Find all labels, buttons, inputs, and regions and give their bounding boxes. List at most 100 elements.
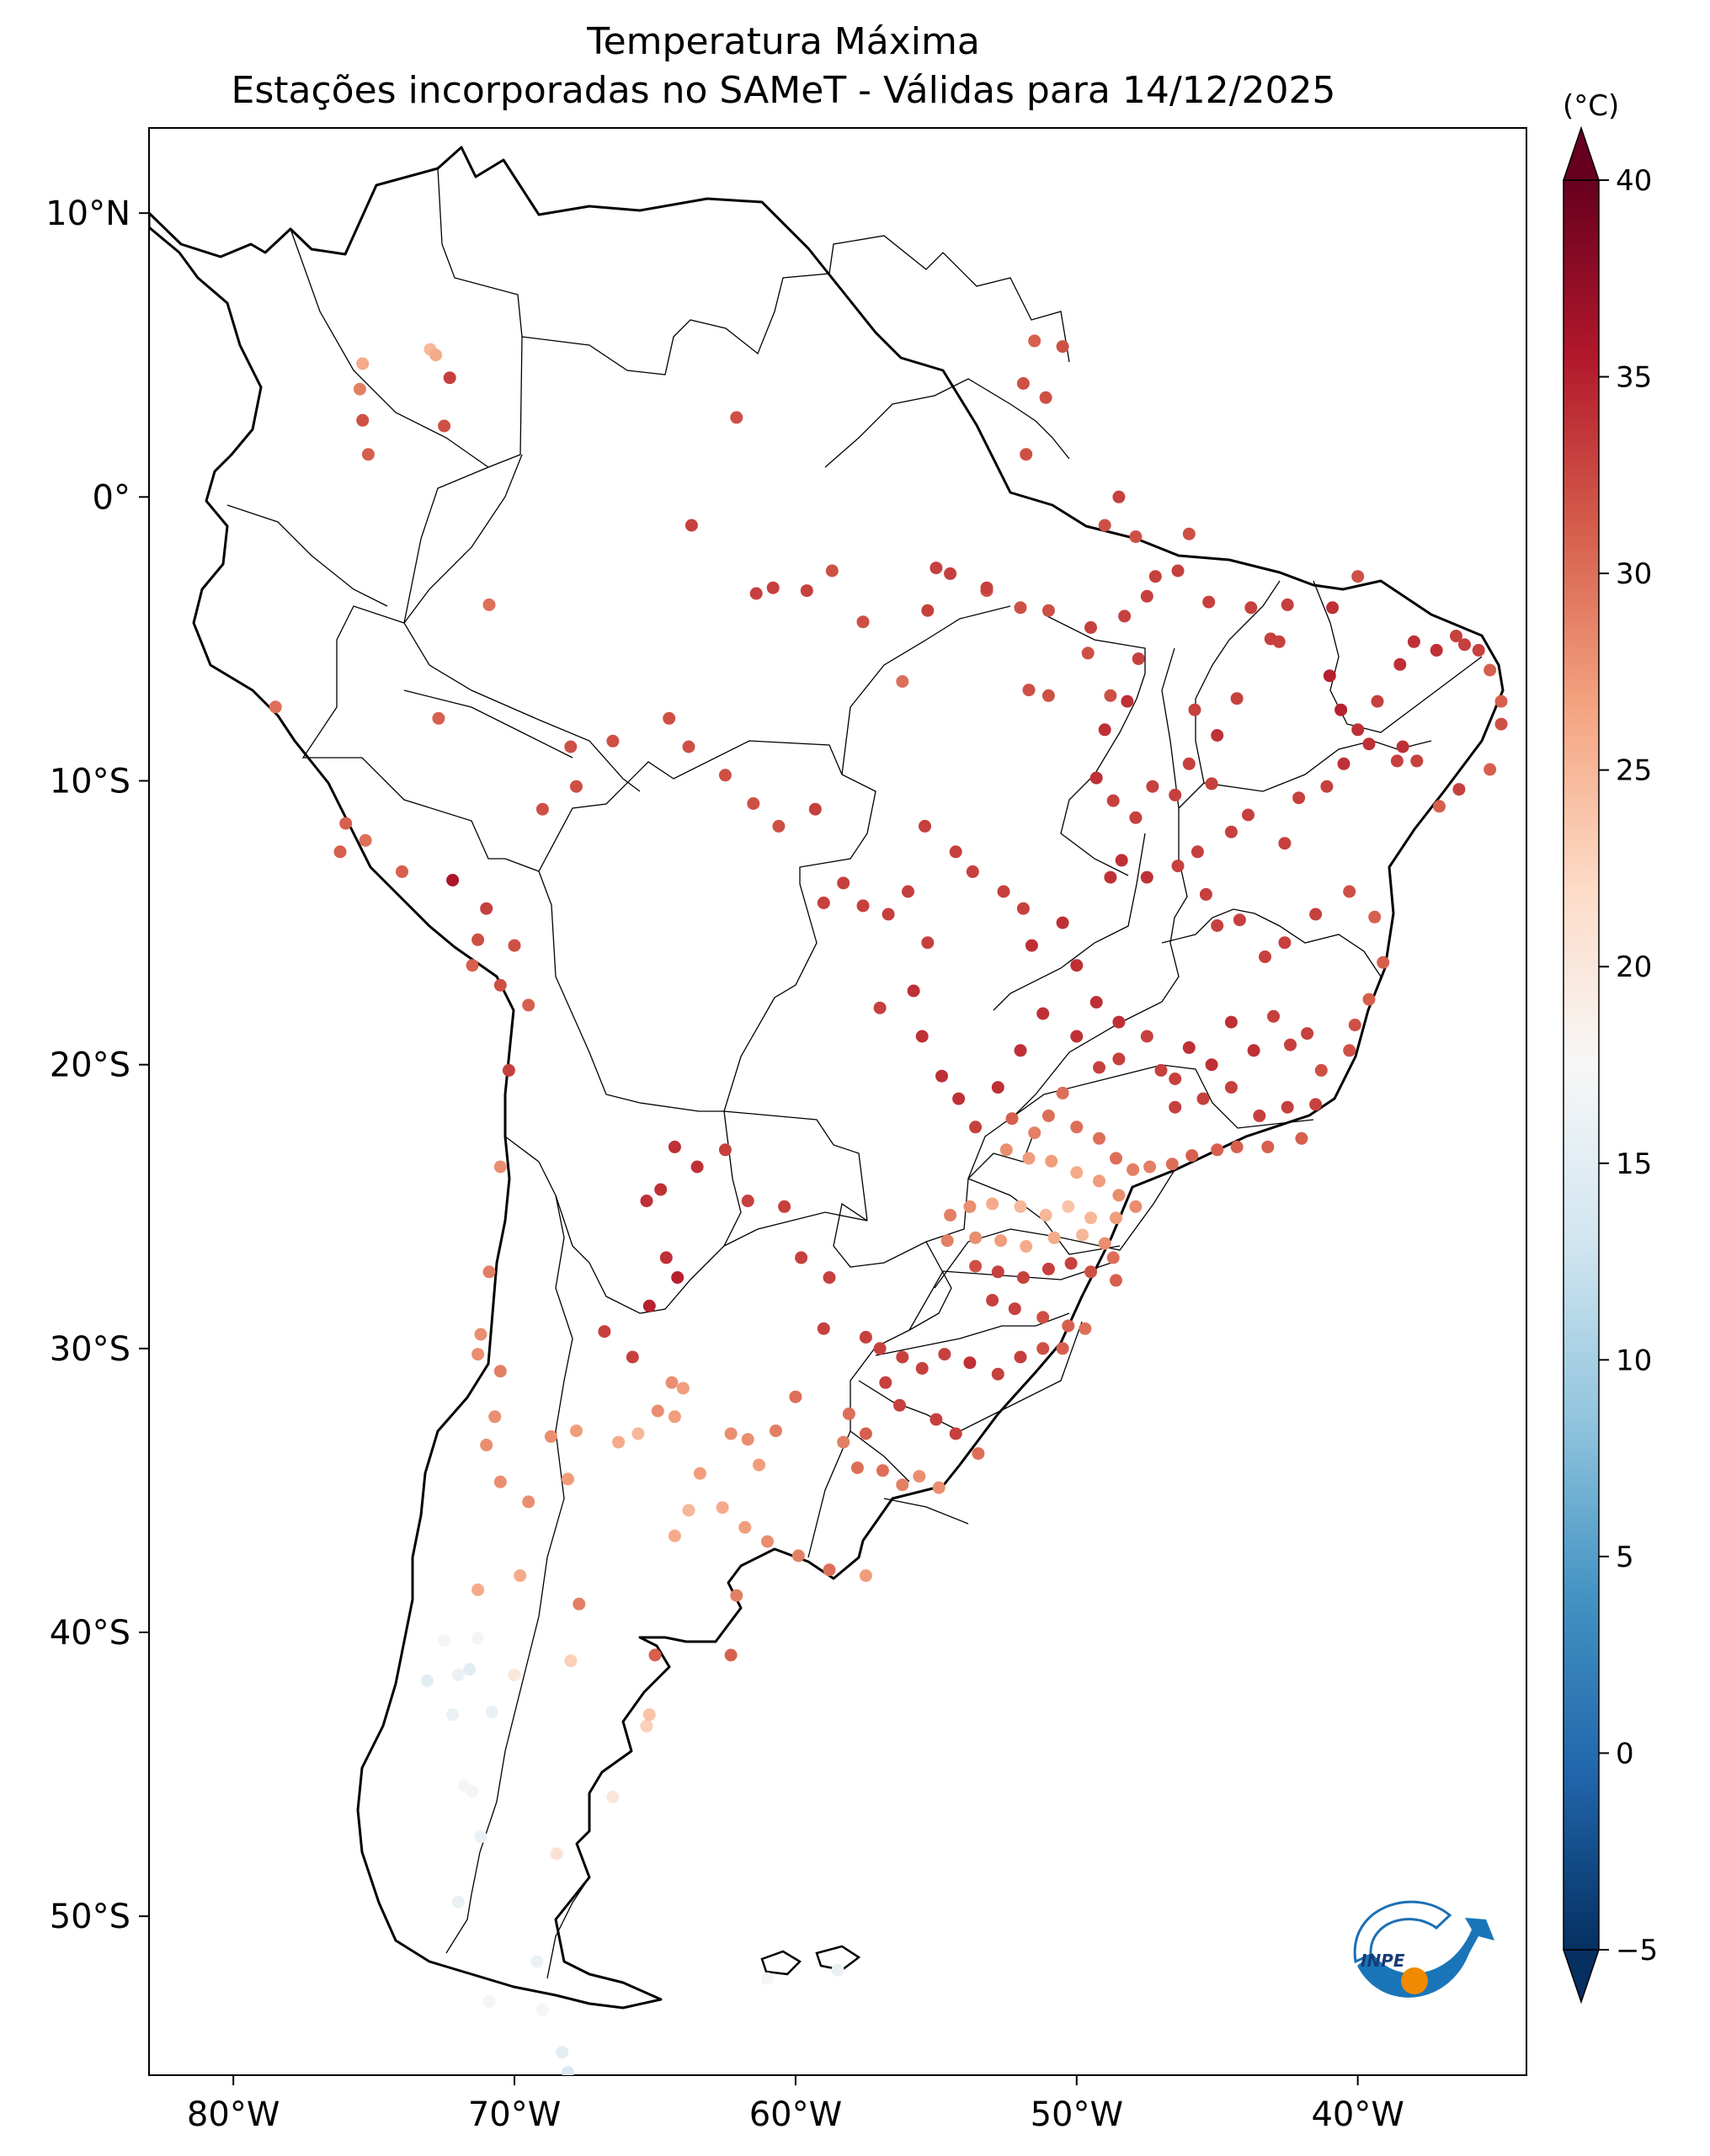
station-point: [668, 1410, 681, 1424]
station-point: [502, 1063, 515, 1077]
station-point: [718, 769, 732, 782]
station-point: [724, 1648, 738, 1662]
station-point: [438, 419, 451, 433]
station-point: [361, 448, 375, 461]
colorbar-max-extension: [1562, 125, 1601, 181]
station-point: [1112, 490, 1126, 503]
station-point: [522, 1495, 535, 1509]
station-point: [1098, 1237, 1111, 1250]
station-point: [986, 1294, 999, 1307]
lat-tick-label: 50°S: [50, 1898, 131, 1936]
station-point: [1211, 919, 1224, 932]
station-point: [842, 1407, 855, 1420]
station-point: [808, 802, 822, 816]
station-point: [770, 1424, 782, 1438]
station-point: [949, 845, 962, 859]
station-point: [1039, 1208, 1052, 1222]
station-point: [919, 819, 931, 833]
station-point: [1112, 1189, 1126, 1202]
station-point: [907, 984, 920, 998]
station-point: [1295, 1131, 1308, 1145]
station-point: [896, 1350, 909, 1364]
station-point: [570, 780, 583, 793]
station-point: [1062, 1200, 1075, 1213]
station-point: [1056, 340, 1069, 354]
station-point: [1022, 1152, 1036, 1165]
station-point: [508, 939, 521, 952]
station-point: [1039, 391, 1052, 404]
station-point: [682, 740, 695, 753]
station-point: [626, 1350, 639, 1364]
station-point: [642, 1299, 656, 1312]
station-point: [1025, 939, 1038, 952]
station-point: [359, 833, 372, 847]
station-point: [1104, 870, 1117, 884]
station-point: [353, 382, 366, 396]
station-point: [879, 1376, 892, 1389]
station-point: [1484, 663, 1497, 677]
station-point: [1343, 885, 1356, 898]
station-point: [1140, 589, 1153, 603]
station-point: [1143, 1160, 1157, 1174]
station-point: [1230, 1140, 1244, 1153]
colorbar-tick-label: 15: [1616, 1147, 1652, 1181]
station-point: [716, 1501, 729, 1515]
station-point: [1056, 916, 1069, 929]
station-point: [493, 1365, 507, 1378]
colorbar-tick-label: −5: [1616, 1934, 1658, 1967]
station-point: [665, 1376, 679, 1389]
station-point: [1106, 1251, 1120, 1264]
station-point: [1022, 684, 1036, 697]
station-point: [1472, 643, 1485, 657]
station-point: [421, 1674, 434, 1687]
station-point: [514, 1569, 527, 1583]
station-point: [997, 885, 1010, 898]
station-point: [1171, 860, 1185, 873]
station-point: [1211, 1143, 1224, 1157]
station-point: [339, 817, 353, 830]
colorbar-tick-label: 10: [1616, 1344, 1652, 1377]
station-point: [1171, 564, 1185, 578]
station-point: [915, 1361, 929, 1375]
station-point: [1323, 669, 1336, 683]
station-point: [562, 1472, 574, 1486]
station-point: [738, 1520, 752, 1534]
station-point: [1309, 908, 1323, 921]
station-point: [493, 1475, 507, 1488]
land-layer: [149, 146, 1505, 2010]
station-point: [966, 865, 979, 878]
station-point: [1070, 1166, 1084, 1179]
station-point: [668, 1529, 681, 1542]
station-point: [1112, 1015, 1126, 1029]
station-point: [980, 581, 994, 594]
station-point: [1014, 601, 1027, 615]
station-point: [1047, 1231, 1061, 1244]
logo-swoosh-icon: [1353, 1900, 1452, 1964]
station-point: [949, 1427, 962, 1440]
station-point: [451, 1669, 465, 1682]
station-point: [791, 1549, 805, 1562]
station-point: [1084, 1211, 1097, 1225]
station-point: [747, 797, 760, 810]
station-point: [1450, 630, 1462, 642]
station-point: [1056, 1086, 1069, 1099]
station-point: [1070, 1030, 1084, 1043]
station-point: [817, 897, 830, 909]
station-point: [429, 349, 443, 362]
station-point: [1084, 1265, 1097, 1279]
station-point: [921, 936, 935, 950]
station-point: [471, 933, 485, 946]
station-point: [1154, 1063, 1168, 1077]
station-point: [896, 675, 909, 688]
station-point: [1041, 604, 1055, 617]
station-point: [876, 1464, 889, 1477]
station-point: [935, 1069, 948, 1083]
lon-tick-label: 70°W: [468, 2095, 561, 2134]
station-point: [952, 1092, 966, 1105]
station-point: [544, 1429, 557, 1443]
station-point: [443, 371, 456, 385]
station-point: [471, 1632, 485, 1645]
station-point: [1351, 723, 1365, 737]
station-point: [991, 1367, 1004, 1381]
